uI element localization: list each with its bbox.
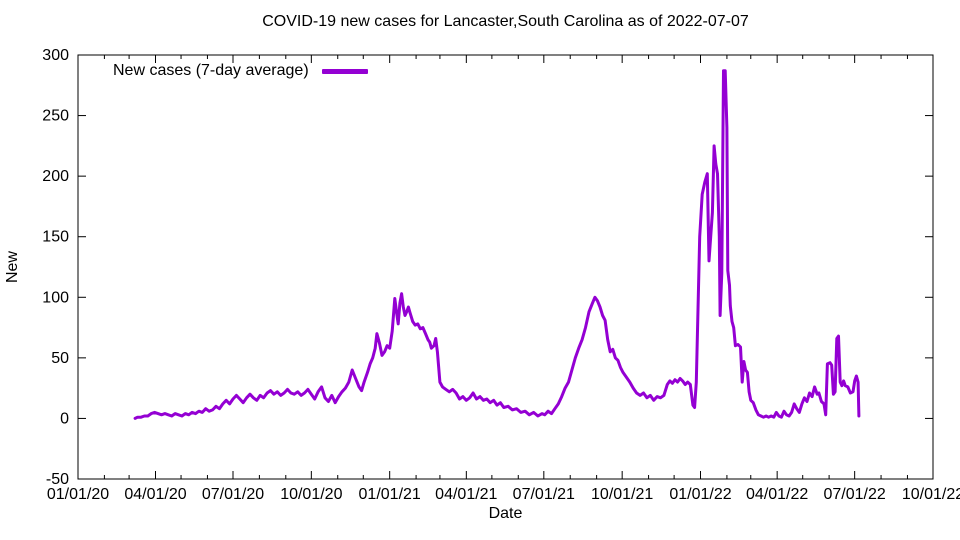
chart-title: COVID-19 new cases for Lancaster,South C… [262,13,749,30]
x-tick-label: 01/01/22 [669,486,731,503]
x-tick-label: 07/01/20 [202,486,264,503]
x-tick-label: 04/01/20 [124,486,186,503]
x-tick-label: 01/01/21 [359,486,421,503]
x-tick-label: 10/01/20 [280,486,342,503]
y-tick-label: 50 [51,350,69,367]
legend: New cases (7-day average) [113,62,368,80]
y-tick-label: -50 [46,471,69,488]
y-tick-label: 0 [60,410,69,427]
y-tick-label: 200 [42,168,69,185]
legend-line-sample-icon [321,68,368,74]
plot-border [77,54,934,480]
y-axis-label: New [4,251,21,284]
y-tick-label: 100 [42,289,69,306]
x-axis-label: Date [488,505,523,522]
x-tick-label: 10/01/21 [591,486,653,503]
y-tick-label: 250 [42,108,69,125]
x-tick-label: 04/01/21 [435,486,497,503]
x-tick-label: 07/01/21 [513,486,575,503]
series-line [133,69,861,420]
legend-label: New cases (7-day average) [113,62,309,79]
x-tick-label: 04/01/22 [746,486,808,503]
y-tick-label: 150 [42,229,69,246]
x-tick-label: 01/01/20 [47,486,109,503]
x-tick-label: 07/01/22 [824,486,886,503]
x-tick-label: 10/01/22 [902,486,960,503]
y-tick-label: 300 [42,47,69,64]
